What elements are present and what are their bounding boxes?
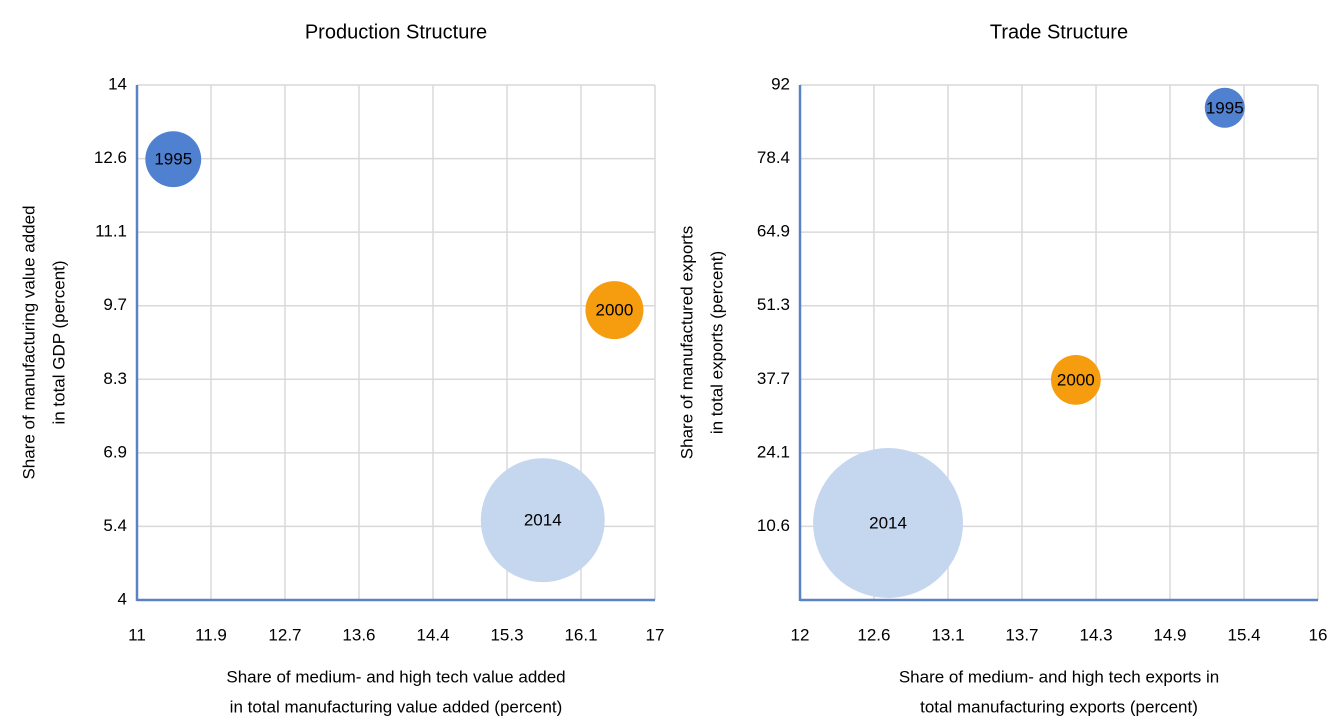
bubble-label: 2014 — [524, 511, 562, 530]
x-tick-label: 12 — [791, 625, 810, 644]
x-axis-label: in total manufacturing value added (perc… — [230, 697, 563, 716]
y-axis-label: in total exports (percent) — [707, 251, 726, 434]
y-tick-label: 9.7 — [103, 295, 127, 314]
x-tick-label: 14.4 — [416, 625, 449, 644]
y-axis-label: in total GDP (percent) — [49, 260, 68, 424]
bubble — [1050, 355, 1101, 405]
y-tick-label: 64.9 — [757, 222, 790, 241]
x-axis-label: Share of medium- and high tech exports i… — [899, 667, 1219, 686]
x-tick-label: 16 — [1309, 625, 1328, 644]
x-tick-label: 14.3 — [1079, 625, 1112, 644]
x-tick-label: 11 — [128, 625, 146, 644]
y-tick-label: 12.6 — [94, 148, 127, 167]
bubble-label: 1995 — [154, 150, 192, 169]
y-tick-label: 4 — [118, 589, 127, 608]
bubble-label: 1995 — [1206, 98, 1244, 117]
y-tick-label: 78.4 — [757, 148, 790, 167]
bubble — [145, 131, 202, 188]
x-axis-label: total manufacturing exports (percent) — [920, 697, 1198, 716]
y-tick-label: 14 — [108, 74, 127, 93]
y-axis-label: Share of manufacturing value added — [19, 205, 38, 479]
x-tick-label: 17 — [646, 625, 665, 644]
x-tick-label: 12.6 — [857, 625, 890, 644]
y-tick-label: 51.3 — [757, 295, 790, 314]
y-tick-label: 5.4 — [103, 516, 127, 535]
bubble-label: 2000 — [596, 301, 634, 320]
y-tick-label: 24.1 — [757, 442, 790, 461]
bubble-label: 2014 — [869, 514, 907, 533]
chart-title: Production Structure — [305, 21, 487, 43]
bubble — [585, 281, 644, 340]
y-tick-label: 8.3 — [103, 369, 127, 388]
chart-title: Trade Structure — [990, 21, 1128, 43]
y-tick-label: 6.9 — [103, 442, 127, 461]
y-tick-label: 37.7 — [757, 369, 790, 388]
y-axis-label: Share of manufactured exports — [677, 226, 696, 459]
bubble-label: 2000 — [1057, 370, 1095, 389]
x-tick-label: 16.1 — [564, 625, 597, 644]
x-tick-label: 13.1 — [931, 625, 964, 644]
x-tick-label: 12.7 — [268, 625, 301, 644]
x-axis-label: Share of medium- and high tech value add… — [226, 667, 565, 686]
x-tick-label: 13.6 — [342, 625, 375, 644]
x-tick-label: 15.3 — [490, 625, 523, 644]
y-tick-label: 92 — [771, 74, 790, 93]
y-tick-label: 10.6 — [757, 516, 790, 535]
bubble — [1204, 87, 1245, 128]
bubble — [480, 458, 605, 583]
x-tick-label: 11.9 — [195, 625, 227, 644]
x-tick-label: 13.7 — [1005, 625, 1038, 644]
x-tick-label: 14.9 — [1153, 625, 1186, 644]
bubble — [813, 448, 964, 598]
y-tick-label: 11.1 — [95, 222, 127, 241]
x-tick-label: 15.4 — [1228, 625, 1261, 644]
